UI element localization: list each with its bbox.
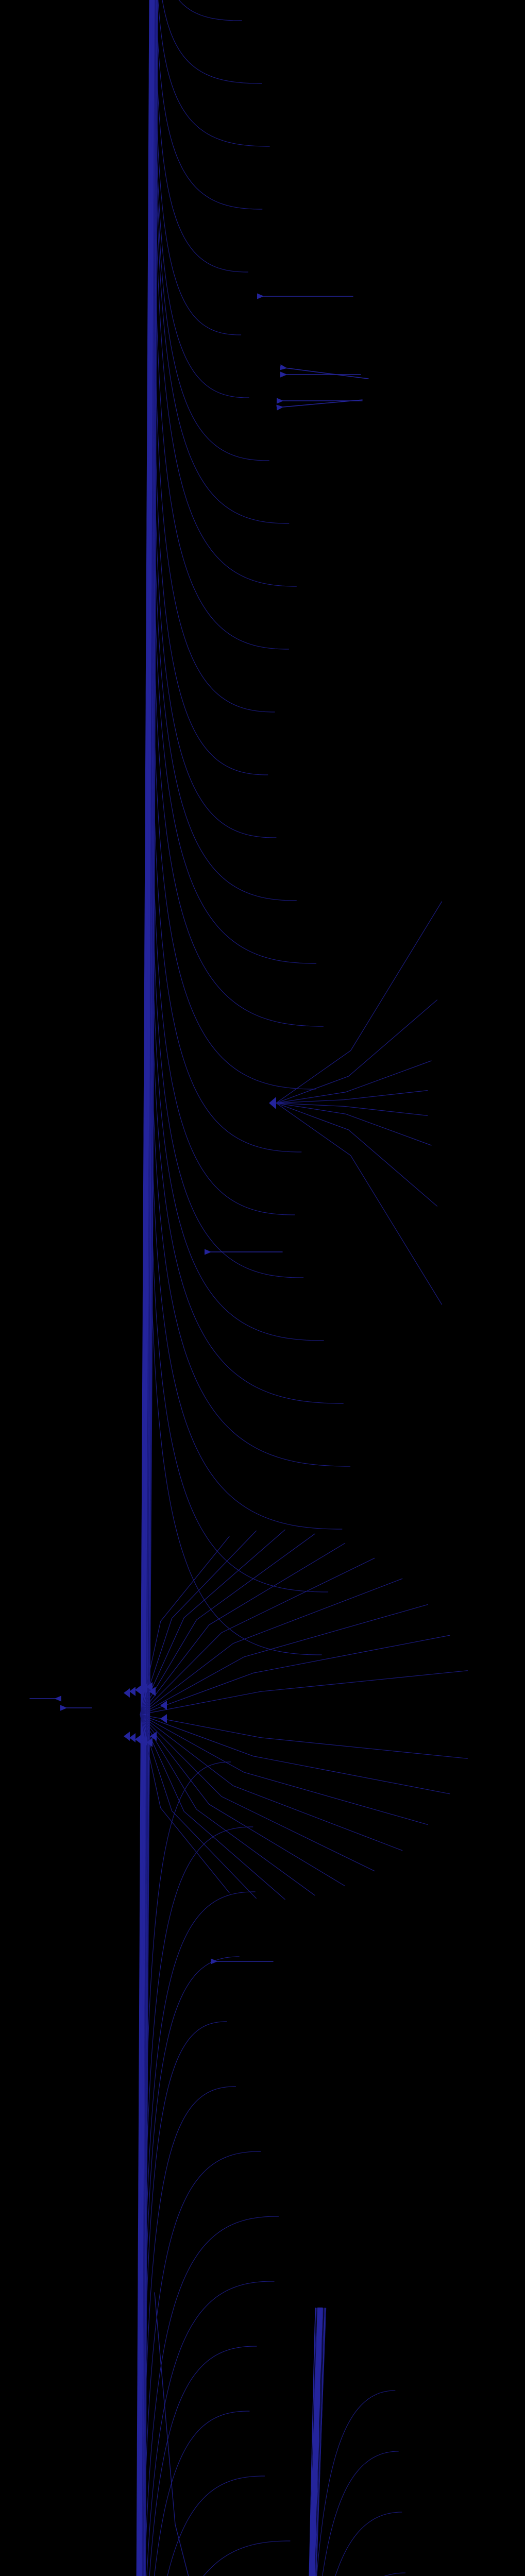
saddle-arrowhead-right (149, 1687, 156, 1696)
saddle-arrowhead-right (160, 1701, 167, 1710)
saddle-arrowhead-down (141, 1736, 147, 1745)
saddle-ray-down (140, 1714, 346, 1887)
direction-arrows (29, 293, 369, 1964)
trajectory-upper (178, 0, 242, 21)
bundle-line-secondary (316, 2308, 327, 2576)
separatrix-bundles (136, 0, 327, 2576)
saddle-ray-down (140, 1714, 468, 1759)
saddle-ray-up (140, 1533, 315, 1715)
node-ray (276, 999, 437, 1104)
saddle-arrowhead-up (129, 1687, 136, 1696)
trajectory-secondary (316, 2390, 396, 2576)
saddle-arrowhead-right (160, 1714, 167, 1723)
trajectory-lower (146, 2281, 275, 2576)
node-ray (276, 1103, 428, 1116)
trajectory-secondary (335, 2512, 402, 2576)
arrow-2 (280, 364, 369, 379)
bundle-line-secondary (315, 2308, 323, 2576)
node-ray (276, 1060, 432, 1104)
saddle-ray-up (140, 1635, 450, 1715)
saddle-arrowhead-down (135, 1735, 141, 1744)
node-arrowhead (269, 1097, 276, 1109)
trajectory-lower (167, 2476, 265, 2576)
trajectory-lower (154, 2411, 250, 2576)
trajectory-lower (149, 2346, 257, 2576)
saddle-arrowhead-down (146, 1738, 153, 1747)
saddle-ray-down (140, 1714, 375, 1872)
saddle-ray-up (140, 1530, 257, 1715)
bundle-line-secondary (309, 2308, 316, 2576)
saddle-ray-up (140, 1604, 428, 1715)
saddle-ray-up (140, 1670, 468, 1715)
saddle-ray-down (140, 1714, 403, 1851)
saddle-arrowhead-up (124, 1688, 130, 1698)
bundle-line-secondary (315, 2308, 324, 2576)
trajectory-upper (156, 0, 263, 210)
trajectory-upper (158, 0, 270, 147)
node-ray (276, 1103, 443, 1305)
saddle-ray-down (140, 1714, 285, 1900)
bundle-core-primary (140, 0, 155, 2576)
saddle-ray-up (140, 1557, 375, 1715)
saddle-arrowhead-up (146, 1682, 153, 1691)
trajectory-upper (155, 0, 242, 335)
saddle-ray-up (140, 1578, 403, 1715)
saddle-ray-up (140, 1543, 346, 1715)
node-ray (276, 901, 443, 1104)
trajectory-lower (144, 2216, 279, 2576)
trajectory-lower (203, 2540, 291, 2576)
saddle-arrowhead-up (141, 1684, 147, 1693)
trajectory-lower (142, 2151, 261, 2576)
saddle-arrowhead-down (124, 1732, 130, 1741)
trajectory-upper (162, 0, 262, 84)
saddle-ray-up (140, 1529, 285, 1715)
saddle-arrowhead-up (135, 1685, 141, 1694)
saddle-ray-down (140, 1714, 428, 1825)
saddle-ray-down (140, 1714, 257, 1899)
arrow-5 (276, 399, 363, 411)
trajectory-lower (142, 2086, 236, 2576)
trajectory-secondary (322, 2451, 399, 2576)
saddle-arrowhead-down (129, 1733, 136, 1742)
saddle-ray-down (140, 1714, 450, 1794)
trajectory-upper (155, 0, 249, 273)
critical-point-fans (124, 901, 468, 1900)
saddle-ray-up (140, 1536, 230, 1715)
trajectory-upper (154, 0, 249, 398)
saddle-ray-down (140, 1714, 315, 1896)
saddle-arrowhead-right (150, 1732, 157, 1741)
bundle-line-primary (145, 0, 158, 2576)
node-ray (276, 1090, 428, 1104)
node-ray (276, 1103, 437, 1207)
saddle-ray-down (140, 1714, 230, 1893)
node-ray (276, 1103, 432, 1146)
bundle-core-secondary (313, 2307, 323, 2576)
